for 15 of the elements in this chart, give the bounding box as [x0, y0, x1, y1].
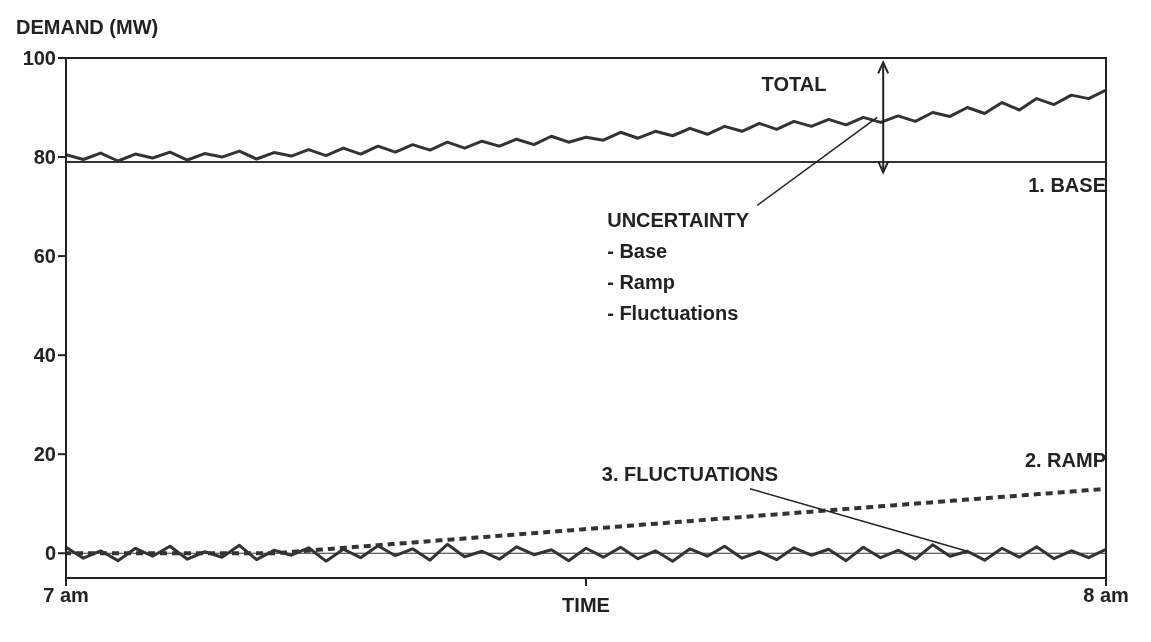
- y-tick-label: 0: [44, 542, 56, 565]
- x-tick-label: 8 am: [1083, 584, 1129, 607]
- y-axis-title: DEMAND (MW): [16, 16, 159, 38]
- y-tick-label: 60: [33, 245, 56, 268]
- annotation: UNCERTAINTY - Base - Ramp - Fluctuations: [607, 209, 750, 325]
- series-label: 2. RAMP: [1024, 448, 1106, 471]
- x-axis-title: TIME: [562, 594, 610, 616]
- series-label: 1. BASE: [1028, 174, 1106, 196]
- text: 3. FLUCTUATIONS: [601, 462, 779, 485]
- y-tick-label: 20: [33, 443, 56, 466]
- x-tick-label: 7 am: [43, 584, 89, 607]
- y-tick-label: 80: [33, 146, 56, 169]
- series-label: TOTAL: [761, 73, 827, 96]
- y-tick-label: 40: [33, 344, 56, 367]
- y-tick-label: 100: [22, 47, 56, 70]
